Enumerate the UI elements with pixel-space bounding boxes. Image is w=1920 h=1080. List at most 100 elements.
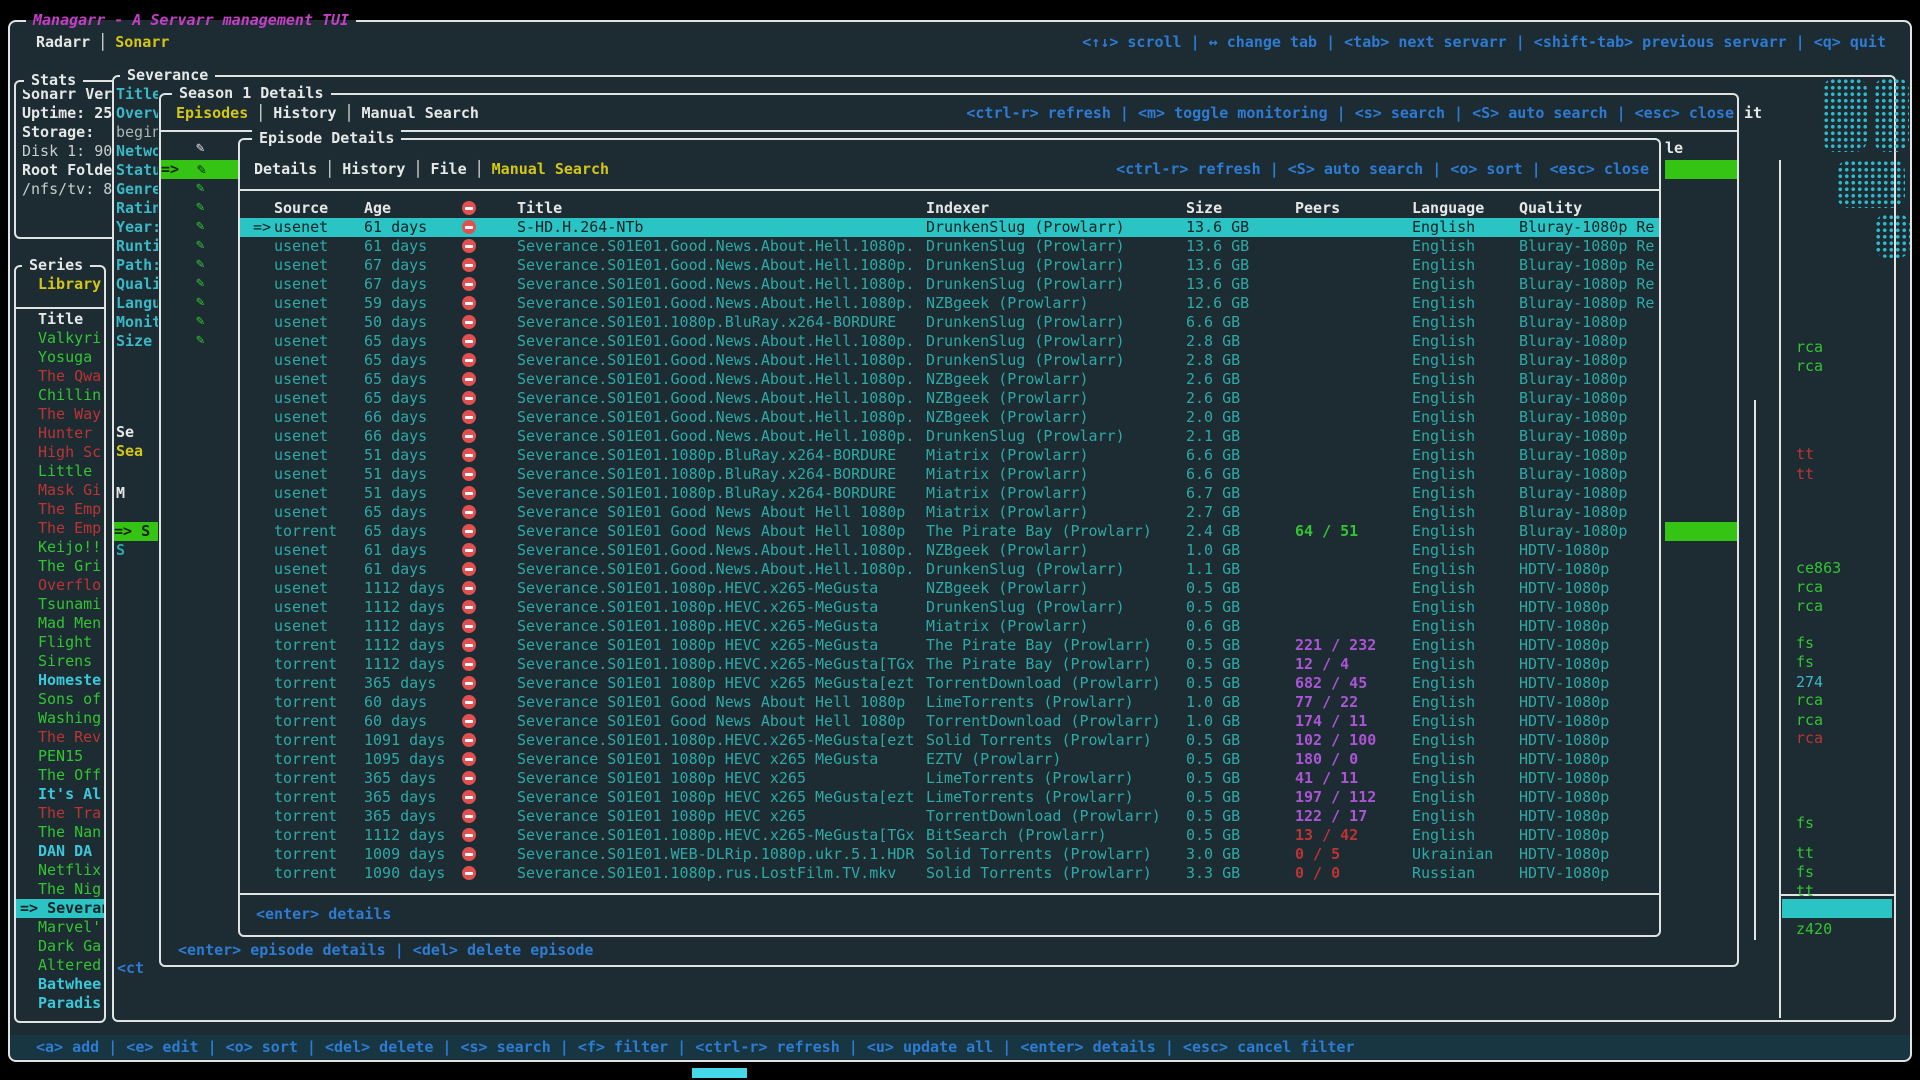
release-source: usenet (274, 389, 329, 407)
series-item[interactable]: The Tra (38, 804, 102, 822)
series-item[interactable]: Paradis (38, 994, 102, 1012)
release-row[interactable]: usenet 65 days Severance S01E01 Good News … (240, 503, 1659, 522)
series-item[interactable]: Keijo!! (38, 538, 102, 556)
edit-icon[interactable]: ✎ (196, 180, 205, 196)
release-row[interactable]: torrent 1095 days Severance S01E01 1080p H… (240, 750, 1659, 769)
edit-icon[interactable]: ✎ (196, 294, 205, 310)
release-row[interactable]: torrent 60 days Severance S01E01 Good News… (240, 693, 1659, 712)
series-item[interactable]: The Rev (38, 728, 102, 746)
release-row[interactable]: torrent 1091 days Severance.S01E01.1080p.H… (240, 731, 1659, 750)
series-item[interactable]: Overflo (38, 576, 102, 594)
series-item[interactable]: The Emp (38, 519, 102, 537)
release-row[interactable]: torrent 1112 days Severance.S01E01.1080p.H… (240, 655, 1659, 674)
series-item[interactable]: Netflix (38, 861, 102, 879)
release-row[interactable]: usenet 59 days Severance.S01E01.Good.News.… (240, 294, 1659, 313)
release-row[interactable]: usenet 61 days Severance.S01E01.Good.News.… (240, 541, 1659, 560)
release-source: torrent (274, 845, 338, 863)
series-item[interactable]: The Gri (38, 557, 102, 575)
series-item[interactable]: Little (38, 462, 93, 480)
release-row[interactable]: usenet 65 days Severance.S01E01.Good.News.… (240, 332, 1659, 351)
release-row[interactable]: usenet 1112 days Severance.S01E01.1080p.HE… (240, 617, 1659, 636)
window-text-fragment: rca (1796, 338, 1824, 356)
edit-icon[interactable]: ✎ (196, 199, 205, 215)
release-row[interactable]: usenet 51 days Severance.S01E01.1080p.BluR… (240, 465, 1659, 484)
series-item[interactable]: It's Al (38, 785, 102, 803)
series-item[interactable]: => Severan (16, 899, 104, 918)
edit-icon[interactable]: ✎ (196, 237, 205, 253)
episode-tab-file[interactable]: File (430, 160, 467, 178)
series-item[interactable]: Altered (38, 956, 102, 974)
release-row[interactable]: usenet 61 days Severance.S01E01.Good.News.… (240, 237, 1659, 256)
release-row[interactable]: usenet 50 days Severance.S01E01.1080p.BluR… (240, 313, 1659, 332)
edit-icon[interactable]: ✎ (196, 218, 205, 234)
release-row[interactable]: torrent 60 days Severance S01E01 Good News… (240, 712, 1659, 731)
series-item[interactable]: Chillin (38, 386, 102, 404)
series-item[interactable]: The Nan (38, 823, 102, 841)
season-tab-history[interactable]: History (273, 104, 337, 122)
series-item[interactable]: Yosuga (38, 348, 93, 366)
release-row[interactable]: usenet 65 days Severance.S01E01.Good.News.… (240, 351, 1659, 370)
edit-icon[interactable]: ✎ (196, 275, 205, 291)
series-item[interactable]: The Qwa (38, 367, 102, 385)
series-item[interactable]: The Emp (38, 500, 102, 518)
release-size: 13.6 GB (1186, 275, 1250, 293)
release-row[interactable]: torrent 365 days Severance S01E01 1080p HE… (240, 807, 1659, 826)
release-row[interactable]: usenet 66 days Severance.S01E01.Good.News.… (240, 427, 1659, 446)
episode-tab-manual-search[interactable]: Manual Search (491, 160, 610, 178)
release-row[interactable]: torrent 1112 days Severance S01E01 1080p H… (240, 636, 1659, 655)
edit-icon[interactable]: ✎ (196, 332, 205, 348)
series-item[interactable]: The Way (38, 405, 102, 423)
release-row[interactable]: usenet 1112 days Severance.S01E01.1080p.HE… (240, 579, 1659, 598)
series-item[interactable]: Mask Gi (38, 481, 102, 499)
release-row[interactable]: usenet 61 days Severance.S01E01.Good.News.… (240, 560, 1659, 579)
edit-icon[interactable]: ✎ (196, 313, 205, 329)
release-row[interactable]: torrent 1009 days Severance.S01E01.WEB-DLR… (240, 845, 1659, 864)
series-item[interactable]: Marvel' (38, 918, 102, 936)
release-row[interactable]: torrent 65 days Severance S01E01 Good News… (240, 522, 1659, 541)
release-row[interactable]: usenet 51 days Severance.S01E01.1080p.BluR… (240, 484, 1659, 503)
servarr-tab-sonarr[interactable]: Sonarr (115, 33, 170, 51)
series-item[interactable]: PEN15 (38, 747, 84, 765)
release-row[interactable]: usenet 65 days Severance.S01E01.Good.News.… (240, 389, 1659, 408)
series-item[interactable]: Dark Ga (38, 937, 102, 955)
episode-tab-details[interactable]: Details (254, 160, 318, 178)
edit-icon[interactable]: ✎ (196, 256, 205, 272)
series-item[interactable]: Flight (38, 633, 93, 651)
series-item[interactable]: Sirens (38, 652, 93, 670)
episode-tab-history[interactable]: History (342, 160, 406, 178)
release-row[interactable]: usenet 1112 days Severance.S01E01.1080p.HE… (240, 598, 1659, 617)
selected-episode-row[interactable]: => ✎ (161, 160, 238, 179)
release-title: Severance.S01E01.1080p.BluRay.x264-BORDU… (517, 484, 897, 502)
series-item[interactable]: Mad Men (38, 614, 102, 632)
release-row[interactable]: => usenet 61 days S-HD.H.264-NTb DrunkenSlug… (240, 218, 1659, 237)
release-row[interactable]: usenet 67 days Severance.S01E01.Good.News.… (240, 256, 1659, 275)
release-source: usenet (274, 408, 329, 426)
series-item[interactable]: High Sc (38, 443, 102, 461)
series-item[interactable]: Batwhee (38, 975, 102, 993)
series-item[interactable]: The Off (38, 766, 102, 784)
tab-library[interactable]: Library │ (38, 275, 102, 293)
stats-line: Root Folde (22, 161, 113, 179)
release-row[interactable]: torrent 365 days Severance S01E01 1080p HE… (240, 674, 1659, 693)
season-tab-episodes[interactable]: Episodes (176, 104, 249, 122)
series-item[interactable]: The Nig (38, 880, 102, 898)
release-row[interactable]: torrent 1090 days Severance.S01E01.1080p.r… (240, 864, 1659, 883)
selected-season-row-fragment[interactable]: => S (114, 522, 158, 541)
release-row[interactable]: torrent 365 days Severance S01E01 1080p HE… (240, 788, 1659, 807)
series-item[interactable]: DAN DA (38, 842, 93, 860)
series-item[interactable]: Tsunami (38, 595, 102, 613)
servarr-tab-radarr[interactable]: Radarr (36, 33, 91, 51)
no-grabs-icon (462, 408, 476, 427)
release-row[interactable]: usenet 67 days Severance.S01E01.Good.News.… (240, 275, 1659, 294)
release-row[interactable]: torrent 1112 days Severance.S01E01.1080p.H… (240, 826, 1659, 845)
series-item[interactable]: Homeste (38, 671, 102, 689)
season-tab-manual-search[interactable]: Manual Search (361, 104, 479, 122)
release-row[interactable]: usenet 66 days Severance.S01E01.Good.News.… (240, 408, 1659, 427)
series-item[interactable]: Valkyri (38, 329, 102, 347)
release-row[interactable]: usenet 65 days Severance.S01E01.Good.News.… (240, 370, 1659, 389)
release-row[interactable]: usenet 51 days Severance.S01E01.1080p.BluR… (240, 446, 1659, 465)
series-item[interactable]: Washing (38, 709, 102, 727)
series-item[interactable]: Hunter (38, 424, 93, 442)
series-item[interactable]: Sons of (38, 690, 102, 708)
release-row[interactable]: torrent 365 days Severance S01E01 1080p HE… (240, 769, 1659, 788)
